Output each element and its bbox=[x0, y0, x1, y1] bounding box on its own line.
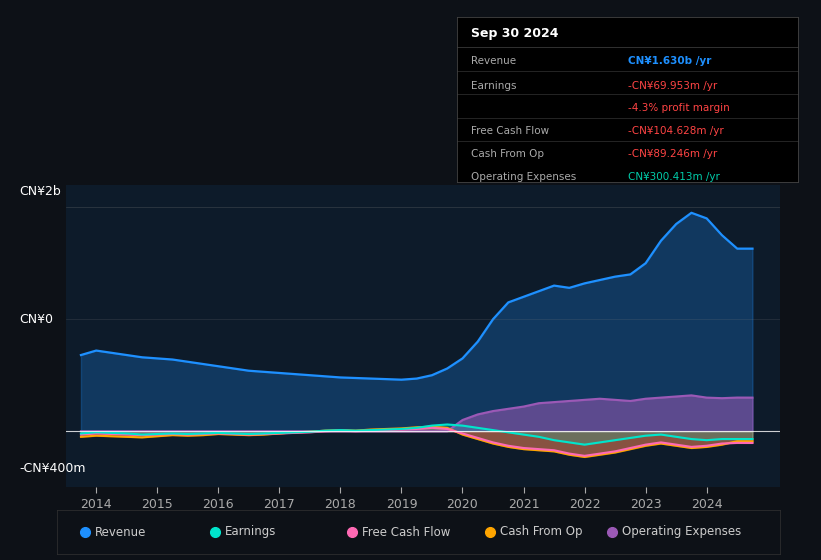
Text: CN¥2b: CN¥2b bbox=[19, 185, 61, 198]
Text: -CN¥69.953m /yr: -CN¥69.953m /yr bbox=[628, 81, 717, 91]
Text: Revenue: Revenue bbox=[471, 57, 516, 67]
Text: Earnings: Earnings bbox=[225, 525, 277, 539]
Text: CN¥300.413m /yr: CN¥300.413m /yr bbox=[628, 172, 719, 182]
Text: Earnings: Earnings bbox=[471, 81, 516, 91]
Text: Free Cash Flow: Free Cash Flow bbox=[471, 126, 549, 136]
Text: -4.3% profit margin: -4.3% profit margin bbox=[628, 102, 729, 113]
Text: Operating Expenses: Operating Expenses bbox=[471, 172, 576, 182]
Text: Revenue: Revenue bbox=[95, 525, 146, 539]
Text: CN¥0: CN¥0 bbox=[19, 313, 53, 326]
Text: Cash From Op: Cash From Op bbox=[471, 149, 544, 159]
Text: Cash From Op: Cash From Op bbox=[500, 525, 582, 539]
Text: Free Cash Flow: Free Cash Flow bbox=[362, 525, 451, 539]
Text: -CN¥400m: -CN¥400m bbox=[19, 462, 85, 475]
Text: Operating Expenses: Operating Expenses bbox=[622, 525, 741, 539]
Text: -CN¥104.628m /yr: -CN¥104.628m /yr bbox=[628, 126, 723, 136]
Text: CN¥1.630b /yr: CN¥1.630b /yr bbox=[628, 57, 711, 67]
Text: Sep 30 2024: Sep 30 2024 bbox=[471, 27, 558, 40]
Text: -CN¥89.246m /yr: -CN¥89.246m /yr bbox=[628, 149, 717, 159]
